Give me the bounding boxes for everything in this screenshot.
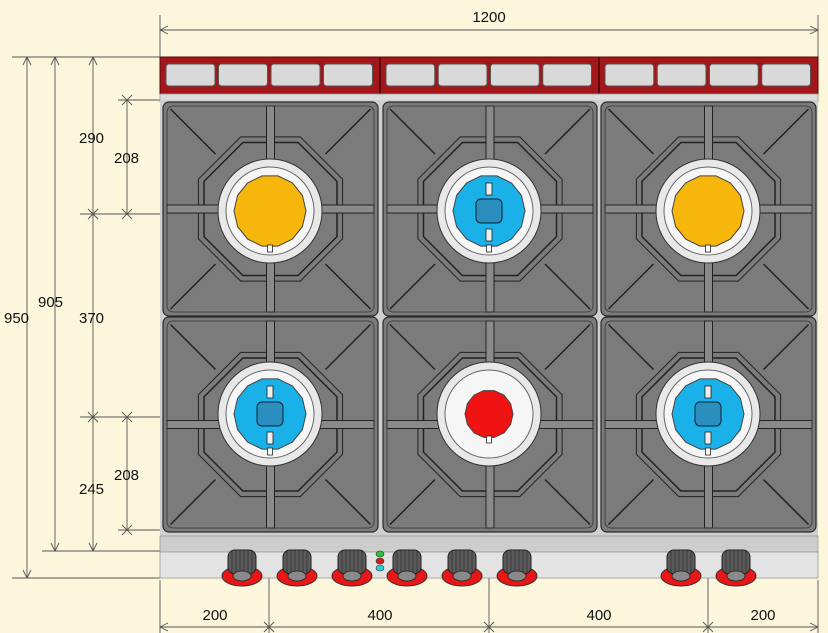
burner-top-center-blue bbox=[436, 158, 542, 264]
dim-upper-burner-offset: 208 bbox=[114, 150, 139, 167]
rail-slot bbox=[656, 63, 707, 87]
rail-slot bbox=[604, 63, 655, 87]
control-knob[interactable] bbox=[441, 549, 483, 587]
dim-depth-without-rail: 905 bbox=[38, 294, 63, 311]
control-knob[interactable] bbox=[221, 549, 263, 587]
dim-overall-width: 1200 bbox=[472, 9, 505, 26]
dim-rear-rows: 245 bbox=[79, 481, 104, 498]
rail-slot bbox=[709, 63, 759, 87]
burners bbox=[217, 158, 761, 467]
rail-slot bbox=[542, 63, 592, 87]
back-rail bbox=[159, 56, 819, 95]
dim-bottom-1: 200 bbox=[202, 607, 227, 624]
dim-lower-burner-offset: 208 bbox=[114, 467, 139, 484]
rail-slot bbox=[437, 63, 488, 87]
burner-bottom-center-red bbox=[436, 361, 542, 467]
control-knob[interactable] bbox=[276, 549, 318, 587]
control-knobs bbox=[221, 549, 757, 587]
dim-front-rows: 290 bbox=[79, 130, 104, 147]
rail-slot bbox=[218, 63, 268, 87]
burner-bottom-right-blue bbox=[655, 361, 761, 467]
control-panel bbox=[159, 535, 819, 579]
rail-slot bbox=[165, 63, 216, 87]
burner-bottom-left-blue bbox=[217, 361, 323, 467]
burner-top-right-yellow bbox=[655, 158, 761, 264]
indicator-light-cyan bbox=[375, 564, 385, 572]
indicator-light-red bbox=[375, 557, 385, 565]
rail-slot bbox=[761, 63, 811, 87]
dim-bottom-2: 400 bbox=[367, 607, 392, 624]
burner-top-left-yellow bbox=[217, 158, 323, 264]
indicator-light-green bbox=[375, 550, 385, 558]
indicator-lights bbox=[375, 550, 385, 572]
rail-slot bbox=[385, 63, 436, 87]
dim-bottom-3: 400 bbox=[586, 607, 611, 624]
dim-overall-depth: 950 bbox=[4, 310, 29, 327]
control-knob[interactable] bbox=[331, 549, 373, 587]
control-knob[interactable] bbox=[660, 549, 702, 587]
control-knob[interactable] bbox=[496, 549, 538, 587]
dim-bottom-4: 200 bbox=[750, 607, 775, 624]
rail-slot bbox=[323, 63, 373, 87]
control-knob[interactable] bbox=[386, 549, 428, 587]
rail-slot bbox=[490, 63, 540, 87]
dim-middle-row: 370 bbox=[79, 310, 104, 327]
control-knob[interactable] bbox=[715, 549, 757, 587]
rail-slot bbox=[270, 63, 321, 87]
